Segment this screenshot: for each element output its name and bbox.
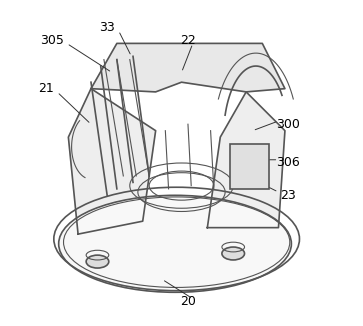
Ellipse shape: [59, 195, 291, 292]
Ellipse shape: [222, 247, 245, 260]
Ellipse shape: [86, 255, 109, 268]
FancyBboxPatch shape: [230, 144, 269, 189]
Text: 306: 306: [276, 156, 300, 170]
Text: 33: 33: [99, 21, 115, 34]
Polygon shape: [207, 92, 285, 228]
Polygon shape: [91, 43, 285, 92]
Text: 23: 23: [280, 189, 296, 202]
Text: 21: 21: [38, 82, 54, 95]
Text: 300: 300: [276, 118, 300, 131]
Text: 20: 20: [180, 295, 196, 308]
Ellipse shape: [245, 160, 257, 170]
Text: 22: 22: [180, 34, 196, 47]
Text: 305: 305: [40, 34, 64, 47]
Polygon shape: [68, 89, 156, 234]
